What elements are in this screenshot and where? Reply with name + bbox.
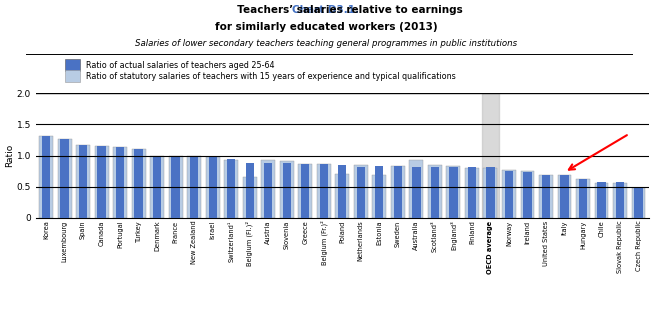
Bar bbox=[261, 160, 275, 218]
Bar bbox=[449, 167, 458, 218]
Bar bbox=[113, 147, 127, 218]
Bar bbox=[557, 175, 571, 218]
Bar bbox=[187, 156, 201, 218]
Bar bbox=[539, 175, 553, 218]
Bar bbox=[338, 165, 346, 218]
Bar bbox=[190, 156, 198, 218]
Bar bbox=[576, 179, 590, 218]
Text: Teachers’ salaries relative to earnings: Teachers’ salaries relative to earnings bbox=[190, 5, 462, 15]
Bar bbox=[317, 164, 331, 218]
Bar bbox=[486, 167, 495, 218]
Bar bbox=[97, 146, 106, 218]
Bar bbox=[132, 149, 145, 218]
Bar bbox=[409, 160, 423, 218]
Bar bbox=[465, 168, 479, 218]
Bar bbox=[354, 165, 368, 218]
Bar bbox=[524, 172, 531, 218]
Bar bbox=[482, 93, 499, 218]
Bar bbox=[39, 136, 53, 218]
Bar bbox=[76, 145, 90, 218]
Bar bbox=[57, 139, 72, 218]
Bar bbox=[520, 171, 535, 218]
Y-axis label: Ratio: Ratio bbox=[5, 144, 14, 167]
Bar bbox=[79, 145, 87, 218]
Bar bbox=[335, 174, 349, 218]
Bar bbox=[227, 159, 235, 218]
Bar bbox=[632, 188, 645, 218]
Bar bbox=[282, 163, 291, 218]
Bar bbox=[61, 139, 68, 218]
Bar bbox=[150, 156, 164, 218]
Bar bbox=[171, 156, 180, 218]
Bar bbox=[467, 167, 476, 218]
Bar bbox=[42, 136, 50, 218]
Bar bbox=[428, 165, 442, 218]
Bar bbox=[95, 146, 108, 218]
Bar bbox=[484, 168, 497, 218]
Bar bbox=[597, 182, 606, 218]
Bar bbox=[634, 187, 643, 218]
Bar bbox=[394, 166, 402, 218]
Bar bbox=[209, 157, 217, 218]
Bar bbox=[243, 177, 257, 218]
Bar bbox=[206, 157, 220, 218]
Bar bbox=[560, 175, 569, 218]
Bar bbox=[153, 156, 161, 218]
Text: Ratio of actual salaries of teachers aged 25-64: Ratio of actual salaries of teachers age… bbox=[86, 61, 274, 70]
Bar bbox=[412, 167, 421, 218]
Bar bbox=[224, 160, 238, 218]
Bar bbox=[319, 164, 328, 218]
Bar bbox=[246, 163, 254, 218]
Bar bbox=[447, 166, 460, 218]
Bar bbox=[505, 171, 513, 218]
Bar bbox=[264, 163, 273, 218]
Bar bbox=[616, 182, 624, 218]
Bar bbox=[134, 149, 143, 218]
Text: for similarly educated workers (2013): for similarly educated workers (2013) bbox=[215, 22, 437, 32]
Bar bbox=[613, 183, 627, 218]
Bar bbox=[375, 166, 383, 218]
Bar bbox=[116, 147, 125, 218]
Bar bbox=[280, 161, 293, 218]
Text: Chart D3.1.: Chart D3.1. bbox=[293, 5, 359, 15]
Bar bbox=[299, 164, 312, 218]
Text: Ratio of statutory salaries of teachers with 15 years of experience and typical : Ratio of statutory salaries of teachers … bbox=[86, 72, 456, 81]
Bar bbox=[579, 179, 587, 218]
Text: Salaries of lower secondary teachers teaching general programmes in public insti: Salaries of lower secondary teachers tea… bbox=[135, 39, 517, 48]
Bar bbox=[391, 166, 405, 218]
Bar bbox=[502, 170, 516, 218]
Bar bbox=[357, 167, 365, 218]
Bar bbox=[301, 164, 310, 218]
Bar bbox=[372, 175, 386, 218]
Bar bbox=[595, 183, 608, 218]
Bar bbox=[169, 156, 183, 218]
Bar bbox=[431, 167, 439, 218]
Bar bbox=[542, 175, 550, 218]
